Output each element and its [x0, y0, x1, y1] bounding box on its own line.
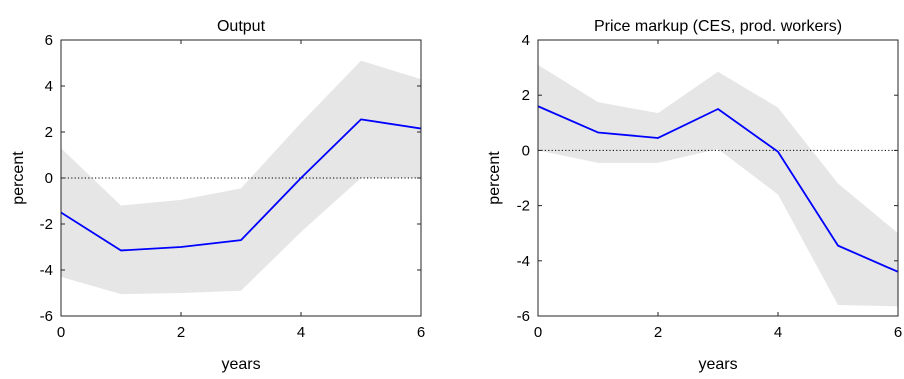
x-axis-label: years	[221, 356, 260, 373]
panel-output: Output percent years -6 -4 -2 0 2 4 6 0 2 4 6	[10, 18, 425, 373]
y-tick-label: 4	[522, 32, 530, 49]
x-tick-label: 0	[534, 324, 542, 341]
panel-price-markup: Price markup (CES, prod. workers) percen…	[486, 18, 902, 373]
y-tick-label: 0	[522, 142, 530, 159]
y-tick-label: 4	[45, 78, 53, 95]
x-tick-label: 2	[654, 324, 662, 341]
x-tick-label: 4	[297, 324, 305, 341]
y-tick-label: -2	[40, 216, 53, 233]
x-tick-label: 4	[774, 324, 782, 341]
y-axis-label: percent	[486, 151, 503, 205]
series-line	[60, 118, 422, 252]
panel-title: Price markup (CES, prod. workers)	[594, 18, 842, 35]
y-tick-label: -2	[517, 198, 530, 215]
y-tick-label: -6	[517, 308, 530, 325]
y-tick-label: -4	[517, 253, 530, 270]
confidence-band	[538, 64, 898, 307]
x-tick-label: 6	[417, 324, 425, 341]
y-tick-label: -6	[40, 308, 53, 325]
y-tick-label: 0	[45, 170, 53, 187]
x-tick-label: 0	[57, 324, 65, 341]
panel-title: Output	[217, 18, 266, 35]
x-tick-label: 6	[894, 324, 902, 341]
x-axis-label: years	[698, 356, 737, 373]
y-tick-label: -4	[40, 262, 53, 279]
series-line	[537, 105, 899, 273]
y-axis-label: percent	[10, 151, 27, 205]
y-tick-label: 6	[45, 32, 53, 49]
x-tick-label: 2	[177, 324, 185, 341]
y-tick-label: 2	[45, 124, 53, 141]
plot-frame	[537, 39, 899, 317]
y-tick-label: 2	[522, 87, 530, 104]
confidence-band	[61, 60, 421, 295]
